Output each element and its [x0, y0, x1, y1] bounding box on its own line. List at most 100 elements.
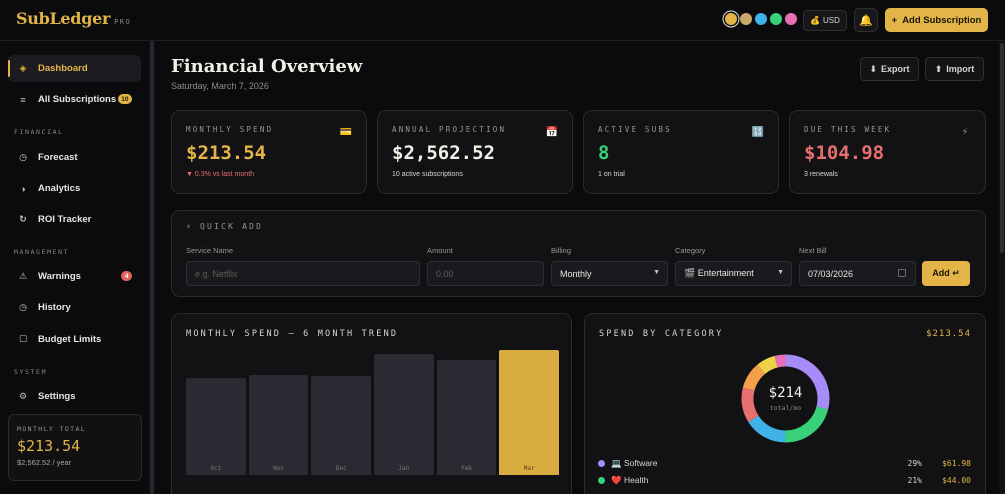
- theme-gold-dot[interactable]: [725, 13, 737, 25]
- sidebar-item-forecast[interactable]: ◷ Forecast: [8, 144, 141, 171]
- section-label-system: SYSTEM: [14, 368, 48, 376]
- stat-value: 8: [598, 142, 610, 164]
- add-button[interactable]: Add ↵: [922, 261, 970, 286]
- sidebar-item-label: All Subscriptions: [38, 94, 117, 105]
- sidebar-item-label: Settings: [38, 391, 76, 402]
- next-bill-value: 07/03/2026: [808, 268, 854, 279]
- trend-bar-feb[interactable]: Feb: [436, 360, 497, 475]
- pie-chart-icon: ◑: [20, 183, 26, 194]
- category-title: SPEND BY CATEGORY: [599, 329, 724, 339]
- donut-segment-1[interactable]: [785, 406, 829, 443]
- trend-bar-oct[interactable]: Oct: [186, 377, 246, 475]
- sidebar-item-label: History: [38, 302, 71, 313]
- theme-pink-dot[interactable]: [785, 13, 797, 25]
- service-name-input[interactable]: e.g. Netflix: [186, 261, 420, 286]
- notifications-button[interactable]: 🔔: [854, 8, 878, 32]
- sidebar-item-label: ROI Tracker: [38, 214, 92, 225]
- currency-label: USD: [823, 16, 840, 25]
- warning-icon: ⚠: [18, 271, 28, 281]
- trend-bar-nov[interactable]: Nov: [248, 375, 309, 475]
- category-select[interactable]: 🎬 Entertainment ▼: [675, 261, 792, 286]
- stat-value: $213.54: [186, 142, 267, 164]
- main-scrollbar[interactable]: [999, 41, 1005, 494]
- legend-amount: $61.98: [942, 458, 971, 468]
- stat-label: DUE THIS WEEK: [804, 125, 892, 134]
- legend-label: ❤️ Health: [611, 474, 649, 485]
- subscriptions-count-badge: 10: [117, 94, 132, 104]
- page-date: Saturday, March 7, 2026: [171, 81, 269, 91]
- brand-logo[interactable]: SubLedger PRO: [16, 9, 131, 28]
- stat-label: MONTHLY SPEND: [186, 125, 274, 134]
- square-icon: ☐: [18, 334, 28, 344]
- monthly-total-label: MONTHLY TOTAL: [17, 425, 87, 433]
- chevron-down-icon: ▼: [653, 269, 660, 276]
- credit-card-icon: 💳: [339, 126, 353, 138]
- amount-input[interactable]: 0.00: [427, 261, 544, 286]
- upload-icon: ⬆: [934, 63, 943, 74]
- gear-icon: ⚙: [18, 391, 28, 401]
- lightning-icon: ⚡: [961, 126, 969, 138]
- export-label: Export: [881, 64, 910, 74]
- legend-dot: [598, 459, 605, 467]
- donut-svg: [741, 354, 830, 443]
- donut-segment-4[interactable]: [742, 364, 766, 391]
- brand-name: SubLedger: [16, 9, 111, 28]
- stat-value: $104.98: [804, 142, 885, 164]
- clock-icon: ◷: [19, 152, 27, 162]
- bar-label: Nov: [273, 465, 284, 472]
- down-arrow-icon: ▼: [186, 171, 193, 178]
- import-button[interactable]: ⬆ Import: [925, 57, 984, 81]
- category-total: $213.54: [926, 329, 971, 339]
- stat-sub: 10 active subscriptions: [392, 171, 463, 178]
- legend-item-software[interactable]: 💻 Software 29% $61.98: [598, 456, 971, 470]
- top-bar: SubLedger PRO 💰 USD 🔔 + Add Subscription: [0, 0, 1005, 41]
- trend-bar-jan[interactable]: Jan: [374, 353, 434, 475]
- donut-segment-5[interactable]: [757, 355, 778, 375]
- donut-segment-6[interactable]: [774, 354, 786, 368]
- donut-segment-0[interactable]: [785, 354, 830, 410]
- sidebar-item-all-subscriptions[interactable]: ≡ All Subscriptions 10: [8, 86, 141, 113]
- stat-card-monthly-spend: MONTHLY SPEND 💳 $213.54 ▼ 0.3% vs last m…: [171, 110, 367, 194]
- sidebar-item-warnings[interactable]: ⚠ Warnings 4: [8, 263, 141, 290]
- export-button[interactable]: ⬇ Export: [860, 57, 919, 81]
- bar-label: Mar: [523, 465, 535, 472]
- sidebar-item-history[interactable]: ◷ History: [8, 294, 141, 321]
- sidebar-item-roi-tracker[interactable]: ↻ ROI Tracker: [8, 206, 141, 233]
- calendar-icon[interactable]: [898, 269, 906, 277]
- section-label-management: MANAGEMENT: [14, 248, 70, 256]
- sidebar-item-label: Forecast: [38, 152, 78, 163]
- add-subscription-button[interactable]: + Add Subscription: [885, 8, 988, 32]
- page-title: Financial Overview: [171, 56, 363, 77]
- theme-blue-dot[interactable]: [755, 13, 767, 25]
- currency-button[interactable]: 💰 USD: [803, 10, 847, 31]
- legend-dot: [598, 476, 605, 484]
- donut-segment-2[interactable]: [748, 415, 786, 443]
- trend-title: MONTHLY SPEND — 6 MONTH TREND: [186, 329, 399, 339]
- stat-card-active-subs: ACTIVE SUBS 🔢 8 1 on trial: [583, 110, 779, 194]
- theme-switcher: [725, 13, 797, 25]
- sidebar-scrollbar[interactable]: [150, 41, 154, 494]
- sidebar-item-budget-limits[interactable]: ☐ Budget Limits: [8, 326, 141, 353]
- legend-amount: $44.00: [942, 475, 971, 485]
- stat-label: ACTIVE SUBS: [598, 125, 672, 134]
- sidebar-item-analytics[interactable]: ◑ Analytics: [8, 175, 141, 202]
- theme-green-dot[interactable]: [770, 13, 782, 25]
- section-label-financial: FINANCIAL: [14, 128, 64, 136]
- numbers-icon: 🔢: [751, 126, 765, 138]
- sidebar-item-dashboard[interactable]: ◈ Dashboard: [8, 55, 141, 82]
- trend-bar-mar[interactable]: Mar: [499, 350, 559, 475]
- trend-bar-dec[interactable]: Dec: [311, 376, 371, 475]
- sidebar-item-settings[interactable]: ⚙ Settings: [8, 383, 141, 410]
- diamond-icon: ◈: [19, 63, 27, 73]
- money-bag-icon: 💰: [810, 16, 821, 25]
- billing-select[interactable]: Monthly ▼: [551, 261, 668, 286]
- stat-change: ▼ 0.3% vs last month: [186, 171, 254, 178]
- refresh-icon: ↻: [19, 214, 27, 224]
- stat-card-annual-projection: ANNUAL PROJECTION 📅 $2,562.52 10 active …: [377, 110, 573, 194]
- bell-icon: 🔔: [859, 14, 873, 27]
- donut-segment-3[interactable]: [741, 387, 759, 423]
- next-bill-date-input[interactable]: 07/03/2026: [799, 261, 916, 286]
- theme-tan-dot[interactable]: [740, 13, 752, 25]
- legend-item-health[interactable]: ❤️ Health 21% $44.00: [598, 473, 971, 487]
- billing-value: Monthly: [560, 268, 592, 279]
